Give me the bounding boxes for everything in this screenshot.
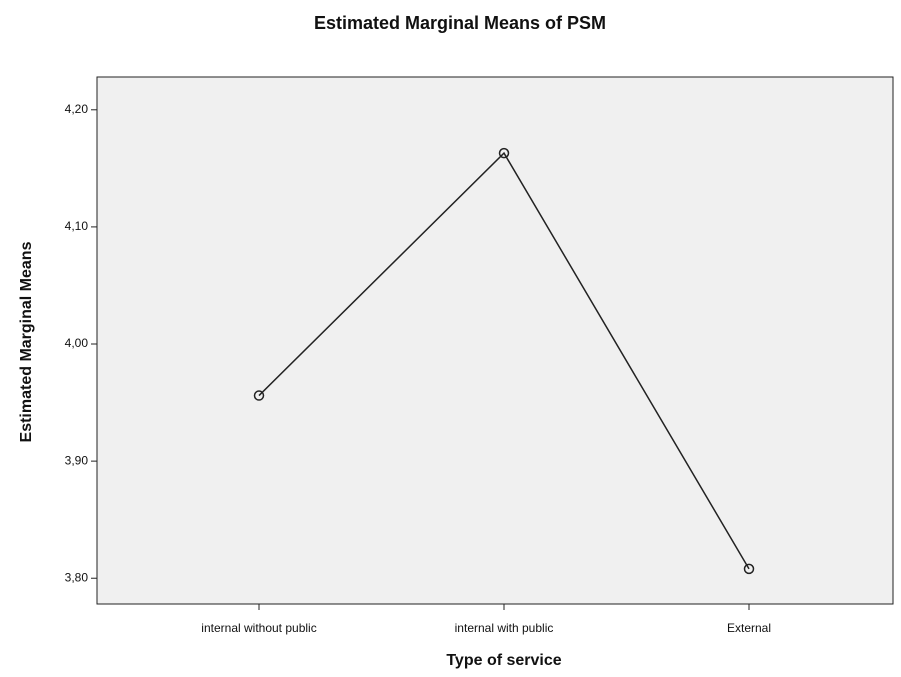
y-tick-label: 4,10	[65, 219, 89, 233]
plot-area	[96, 76, 894, 605]
y-tick-label: 3,80	[65, 570, 89, 584]
marker	[253, 390, 265, 401]
y-tick-label: 3,90	[65, 453, 89, 467]
x-axis-title: Type of service	[446, 652, 561, 669]
y-tick-label: 4,20	[65, 102, 89, 116]
marker	[498, 147, 510, 159]
marker	[743, 563, 755, 575]
chart-title: Estimated Marginal Means of PSM	[314, 13, 606, 33]
series-line	[258, 151, 750, 570]
x-tick-label: internal without public	[201, 621, 316, 635]
y-tick-label: 4,00	[65, 336, 89, 350]
x-tick-label: internal with public	[455, 621, 554, 635]
y-axis-title: Estimated Marginal Means	[18, 241, 35, 442]
x-tick-label: External	[727, 621, 771, 635]
